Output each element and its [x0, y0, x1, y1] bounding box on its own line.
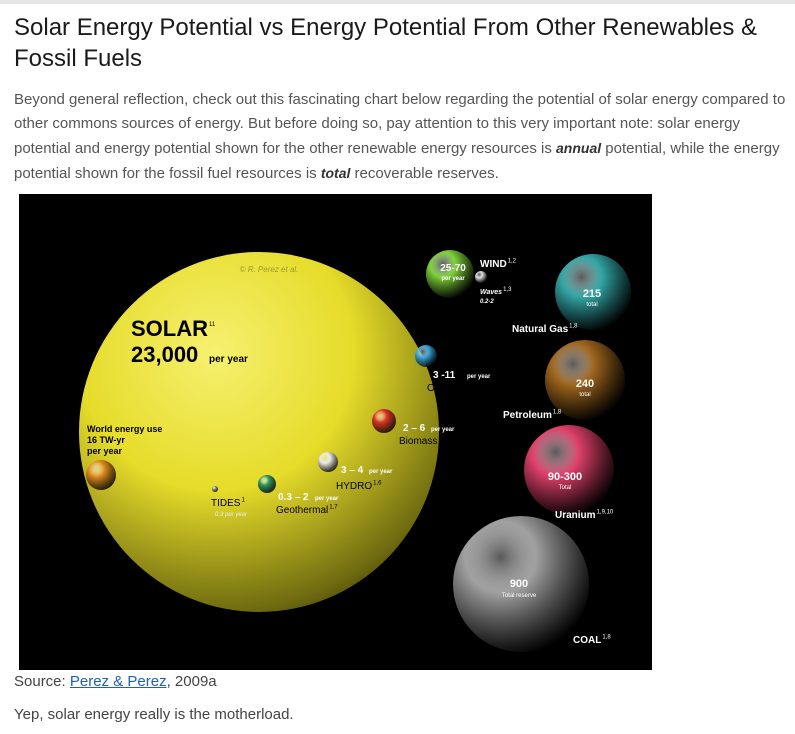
caption-prefix: Source: [14, 673, 70, 690]
biomass-label: Biomass [399, 436, 437, 447]
natural-gas-value: 215 [583, 288, 601, 300]
bubble-solar [79, 252, 439, 612]
petroleum-value: 240 [576, 378, 594, 390]
source-link[interactable]: Perez & Perez [69, 673, 167, 690]
waves-value: 0.2-2 [480, 299, 494, 305]
waves-label: Waves [480, 289, 502, 296]
bubble-petroleum [545, 340, 625, 420]
wind-unit: per year [441, 276, 465, 282]
bubble-wind [426, 250, 474, 298]
geothermal-value: 0.3 – 2 [278, 492, 309, 503]
geothermal-label-sup: 1,7 [329, 505, 338, 511]
coal-value: 900 [510, 578, 528, 590]
bubble-geothermal [258, 475, 276, 493]
closing-paragraph: Yep, solar energy really is the motherlo… [14, 706, 294, 723]
chart-svg: © R. Perez et al. SOLAR 11 23,000 per year Wo… [79, 250, 631, 652]
tides-value: 0.3 per year [215, 512, 248, 518]
solar-unit: per year [209, 354, 248, 365]
natural-gas-label-sup: 1,8 [569, 324, 578, 330]
tides-label: TIDES [211, 498, 241, 509]
page-title: Solar Energy Potential vs Energy Potenti… [14, 14, 758, 72]
otec-value: 3 -11 [433, 370, 456, 381]
uranium-unit: Total [559, 485, 572, 491]
top-border [0, 0, 795, 4]
otec-label-sup: 1,4 [456, 383, 465, 389]
bubble-coal [453, 516, 589, 652]
coal-unit: Total reserve [502, 593, 537, 599]
bubble-otec [415, 345, 437, 367]
hydro-label-sup: 1,6 [373, 481, 382, 487]
solar-value: 23,000 [131, 342, 198, 367]
otec-unit: per year [467, 374, 491, 380]
intro-emphasis-total: total [320, 165, 351, 181]
bubble-tides [212, 486, 218, 492]
bubble-waves [475, 271, 487, 283]
natural-gas-unit: total [586, 302, 597, 308]
bubble-natural-gas [555, 254, 631, 330]
coal-label: COAL [573, 635, 601, 646]
tides-label-sup: 1 [241, 498, 245, 504]
geothermal-label: Geothermal [276, 505, 328, 516]
coal-label-sup: 1,8 [602, 635, 611, 641]
bubble-hydro [318, 452, 338, 472]
waves-label-sup: 1,3 [503, 287, 512, 293]
energy-bubble-chart: © R. Perez et al. SOLAR 11 23,000 per year Wo… [19, 194, 652, 670]
uranium-label: Uranium [555, 510, 596, 521]
bubble-uranium [524, 425, 614, 515]
caption-suffix: , 2009a [166, 673, 217, 690]
world-use-label: World energy use [87, 424, 162, 434]
wind-label-sup: 1,2 [508, 259, 517, 265]
world-use-unit: per year [87, 446, 123, 456]
otec-label: OTEC [427, 383, 455, 394]
biomass-label-sup: 1,5 [438, 436, 447, 442]
solar-label-sup: 11 [209, 322, 216, 328]
biomass-unit: per year [431, 427, 455, 433]
chart-copyright: © R. Perez et al. [240, 265, 299, 274]
biomass-value: 2 – 6 [403, 423, 426, 434]
hydro-value: 3 – 4 [341, 465, 364, 476]
wind-label: WIND [480, 259, 507, 270]
natural-gas-label: Natural Gas [512, 324, 569, 335]
hydro-label: HYDRO [336, 481, 372, 492]
figure-caption: Source: Perez & Perez, 2009a [14, 671, 217, 693]
intro-text-1: Beyond general reflection, check out thi… [14, 91, 786, 157]
uranium-value: 90-300 [548, 471, 582, 483]
uranium-label-sup: 1,9,10 [597, 510, 614, 516]
hydro-unit: per year [369, 469, 393, 475]
intro-paragraph: Beyond general reflection, check out thi… [14, 88, 789, 186]
petroleum-unit: total [579, 392, 590, 398]
petroleum-label-sup: 1,8 [553, 410, 562, 416]
intro-text-3: recoverable reserves. [350, 165, 499, 182]
world-use-value: 16 TW-yr [87, 435, 125, 445]
geothermal-unit: per year [315, 496, 339, 502]
intro-emphasis-annual: annual [556, 140, 602, 156]
petroleum-label: Petroleum [503, 410, 552, 421]
intro-text-2: potential, while the energy potential sh… [14, 140, 780, 182]
bubble-world-use [86, 460, 116, 490]
solar-label: SOLAR [131, 316, 208, 341]
bubble-biomass [372, 409, 396, 433]
wind-value: 25-70 [440, 263, 466, 274]
